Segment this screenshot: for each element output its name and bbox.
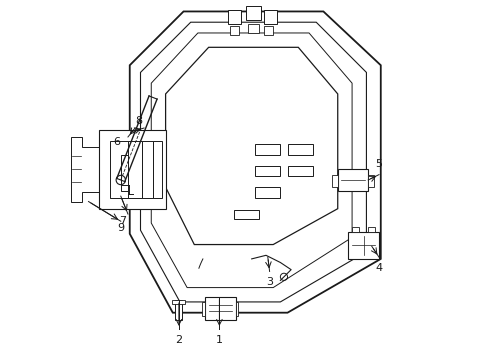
Bar: [255, 187, 280, 198]
Text: 1: 1: [216, 334, 223, 345]
Bar: [255, 166, 280, 176]
Bar: [351, 226, 359, 232]
Bar: [264, 10, 276, 24]
Polygon shape: [129, 12, 380, 313]
Bar: [110, 140, 129, 198]
Bar: [287, 166, 312, 176]
Bar: [367, 226, 375, 232]
Bar: [233, 211, 258, 220]
Bar: [287, 144, 312, 155]
Bar: [171, 300, 185, 305]
Text: 4: 4: [375, 263, 382, 273]
Text: 9: 9: [117, 224, 124, 233]
Bar: [204, 297, 235, 320]
Bar: [121, 155, 129, 191]
Bar: [99, 130, 165, 209]
Bar: [264, 26, 273, 35]
Text: 3: 3: [265, 277, 272, 287]
Bar: [246, 6, 260, 21]
Text: 5: 5: [375, 159, 382, 169]
Text: 8: 8: [135, 116, 142, 126]
Bar: [228, 10, 241, 24]
Bar: [128, 140, 142, 198]
Bar: [174, 300, 182, 320]
Bar: [153, 140, 162, 198]
Bar: [202, 302, 204, 316]
Bar: [367, 175, 373, 187]
Polygon shape: [165, 47, 337, 244]
Bar: [337, 169, 367, 191]
Bar: [230, 26, 239, 35]
Bar: [235, 302, 238, 316]
Polygon shape: [70, 137, 99, 202]
Bar: [255, 144, 280, 155]
Bar: [332, 175, 337, 187]
Bar: [142, 140, 153, 198]
Bar: [247, 24, 258, 33]
Text: 6: 6: [114, 138, 121, 147]
Text: 2: 2: [175, 334, 182, 345]
Text: 7: 7: [119, 216, 126, 226]
Bar: [348, 232, 378, 259]
